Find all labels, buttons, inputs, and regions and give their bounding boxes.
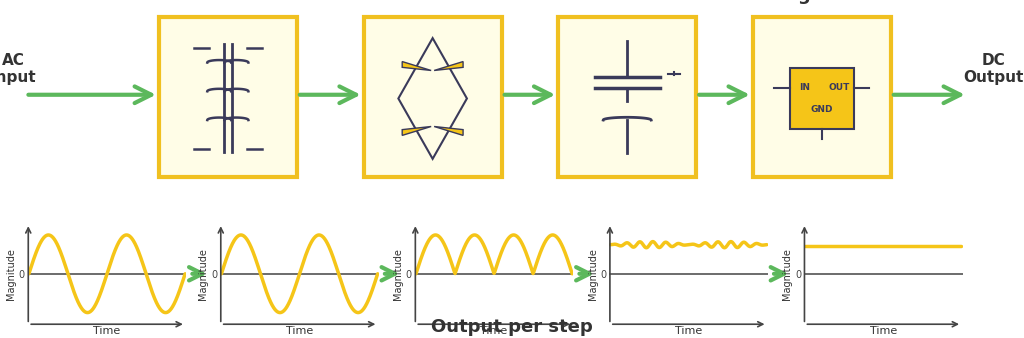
Text: DC
Output: DC Output xyxy=(964,53,1023,86)
X-axis label: Time: Time xyxy=(869,326,897,336)
FancyBboxPatch shape xyxy=(558,17,696,177)
FancyBboxPatch shape xyxy=(753,17,891,177)
FancyBboxPatch shape xyxy=(364,17,502,177)
X-axis label: Time: Time xyxy=(675,326,702,336)
Text: Rectifier: Rectifier xyxy=(389,0,476,4)
Y-axis label: Magnitude: Magnitude xyxy=(393,248,403,300)
Text: Filter: Filter xyxy=(600,0,654,4)
X-axis label: Time: Time xyxy=(286,326,313,336)
Text: Transformer: Transformer xyxy=(166,0,290,4)
Y-axis label: Magnitude: Magnitude xyxy=(199,248,209,300)
Text: IN: IN xyxy=(799,83,810,92)
Text: Regulator: Regulator xyxy=(772,0,871,4)
X-axis label: Time: Time xyxy=(93,326,121,336)
FancyBboxPatch shape xyxy=(159,17,297,177)
Text: Output per step: Output per step xyxy=(431,318,593,336)
Text: OUT: OUT xyxy=(828,83,850,92)
X-axis label: Time: Time xyxy=(480,326,508,336)
Y-axis label: Magnitude: Magnitude xyxy=(782,248,793,300)
Polygon shape xyxy=(402,62,431,71)
Polygon shape xyxy=(402,126,431,136)
Y-axis label: Magnitude: Magnitude xyxy=(588,248,598,300)
FancyBboxPatch shape xyxy=(790,68,854,129)
Text: GND: GND xyxy=(811,105,833,114)
Y-axis label: Magnitude: Magnitude xyxy=(6,248,16,300)
Polygon shape xyxy=(434,126,463,136)
Text: AC
Input: AC Input xyxy=(0,53,36,86)
Polygon shape xyxy=(434,62,463,71)
